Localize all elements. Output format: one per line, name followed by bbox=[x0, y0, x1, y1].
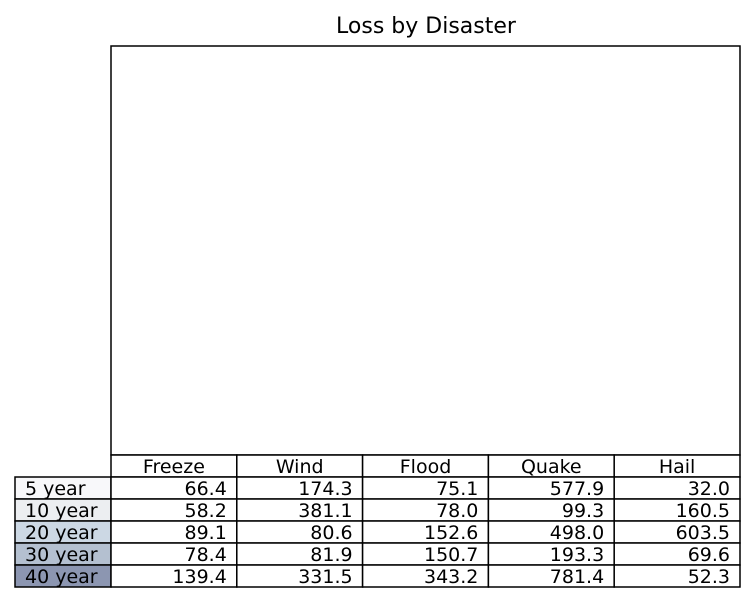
data-cell-value: 81.9 bbox=[310, 544, 352, 566]
data-cell-value: 32.0 bbox=[688, 478, 730, 500]
data-cell-value: 69.6 bbox=[688, 544, 730, 566]
data-cell-value: 80.6 bbox=[310, 522, 352, 544]
data-cell-value: 150.7 bbox=[424, 544, 478, 566]
data-cell-value: 160.5 bbox=[676, 500, 730, 522]
data-cell-value: 52.3 bbox=[688, 566, 730, 588]
data-cell-value: 577.9 bbox=[550, 478, 604, 500]
data-cell-value: 78.0 bbox=[436, 500, 478, 522]
row-label: 5 year bbox=[25, 478, 86, 500]
data-cell-value: 78.4 bbox=[184, 544, 226, 566]
row-label: 20 year bbox=[25, 522, 98, 544]
data-cell-value: 174.3 bbox=[298, 478, 352, 500]
row-label: 10 year bbox=[25, 500, 98, 522]
data-cell-value: 381.1 bbox=[298, 500, 352, 522]
data-cell bbox=[613, 564, 741, 588]
data-cell-value: 603.5 bbox=[676, 522, 730, 544]
column-header-hail: Hail bbox=[659, 456, 696, 478]
data-cell-value: 331.5 bbox=[298, 566, 352, 588]
column-header-quake: Quake bbox=[521, 456, 582, 478]
data-cell-value: 66.4 bbox=[184, 478, 226, 500]
column-header-flood: Flood bbox=[400, 456, 452, 478]
data-cell-value: 75.1 bbox=[436, 478, 478, 500]
column-header-wind: Wind bbox=[276, 456, 324, 478]
data-cell-value: 139.4 bbox=[172, 566, 226, 588]
data-cell-value: 58.2 bbox=[184, 500, 226, 522]
data-cell-value: 193.3 bbox=[550, 544, 604, 566]
chart-title: Loss by Disaster bbox=[336, 14, 517, 39]
row-label: 30 year bbox=[25, 544, 98, 566]
data-cell-value: 89.1 bbox=[184, 522, 226, 544]
row-label: 40 year bbox=[25, 566, 98, 588]
data-cell-value: 99.3 bbox=[562, 500, 604, 522]
column-header-freeze: Freeze bbox=[143, 456, 205, 478]
data-cell-value: 781.4 bbox=[550, 566, 604, 588]
data-cell-value: 152.6 bbox=[424, 522, 478, 544]
data-cell-value: 498.0 bbox=[550, 522, 604, 544]
data-cell-value: 343.2 bbox=[424, 566, 478, 588]
data-table: Freeze Wind Flood Quake Hail 5 year 66.4 174.3 7… bbox=[14, 454, 741, 588]
